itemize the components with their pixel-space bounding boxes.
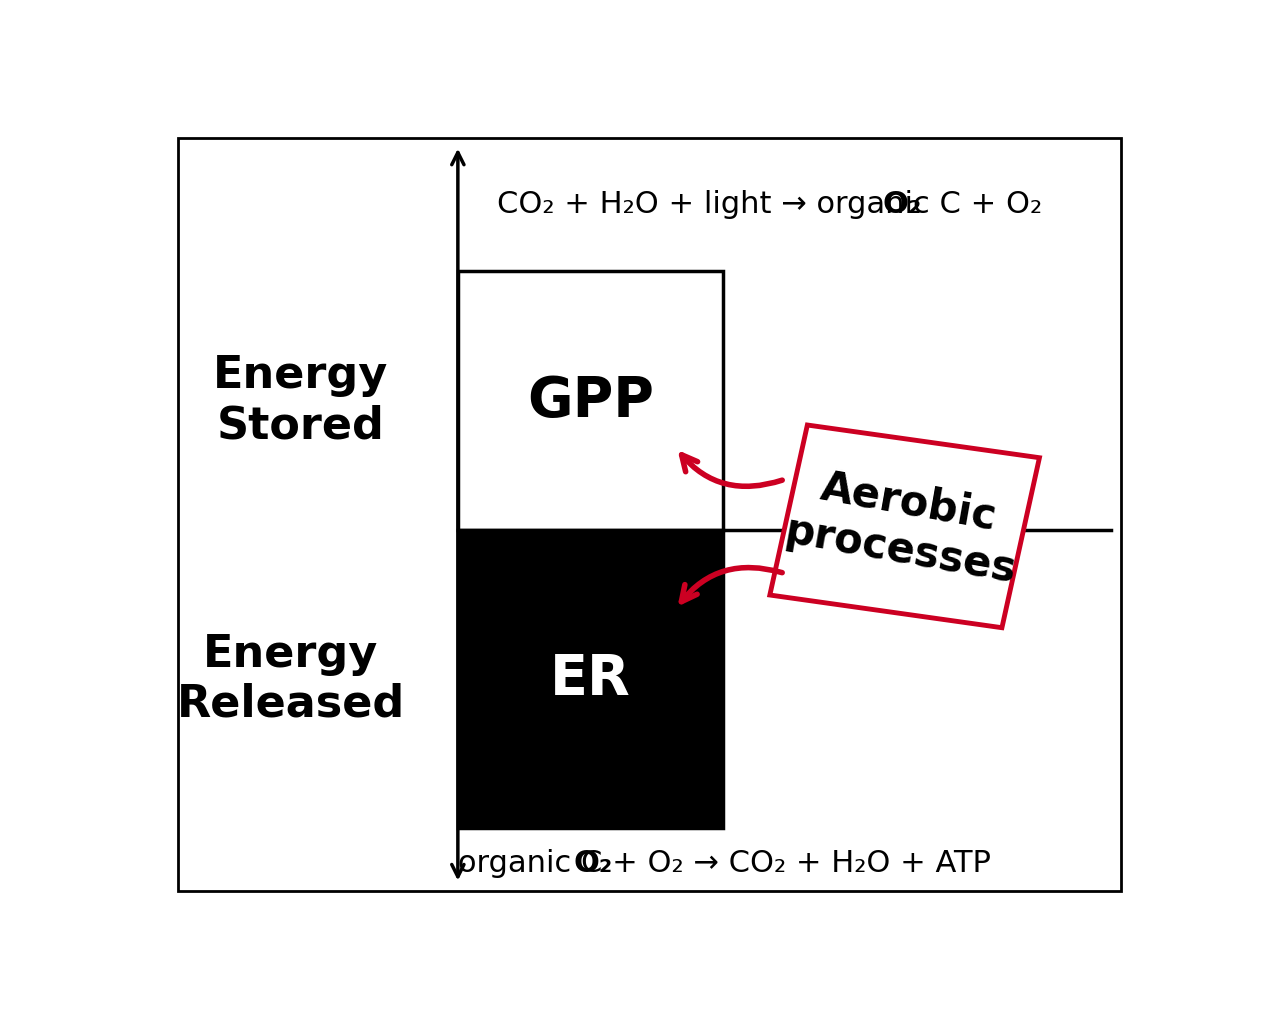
Text: Energy
Released: Energy Released xyxy=(177,633,405,726)
Text: O₂: O₂ xyxy=(574,849,613,878)
Text: organic C + O₂ → CO₂ + H₂O + ATP: organic C + O₂ → CO₂ + H₂O + ATP xyxy=(457,849,991,878)
Bar xyxy=(770,425,1039,628)
Bar xyxy=(457,271,723,530)
Text: Energy
Stored: Energy Stored xyxy=(213,355,389,447)
Text: ER: ER xyxy=(550,652,631,706)
Text: GPP: GPP xyxy=(527,374,654,428)
Bar xyxy=(457,530,723,828)
Text: Aerobic
processes: Aerobic processes xyxy=(782,462,1028,591)
Text: CO₂ + H₂O + light → organic C + O₂: CO₂ + H₂O + light → organic C + O₂ xyxy=(497,191,1043,219)
Text: O₂: O₂ xyxy=(882,191,921,219)
